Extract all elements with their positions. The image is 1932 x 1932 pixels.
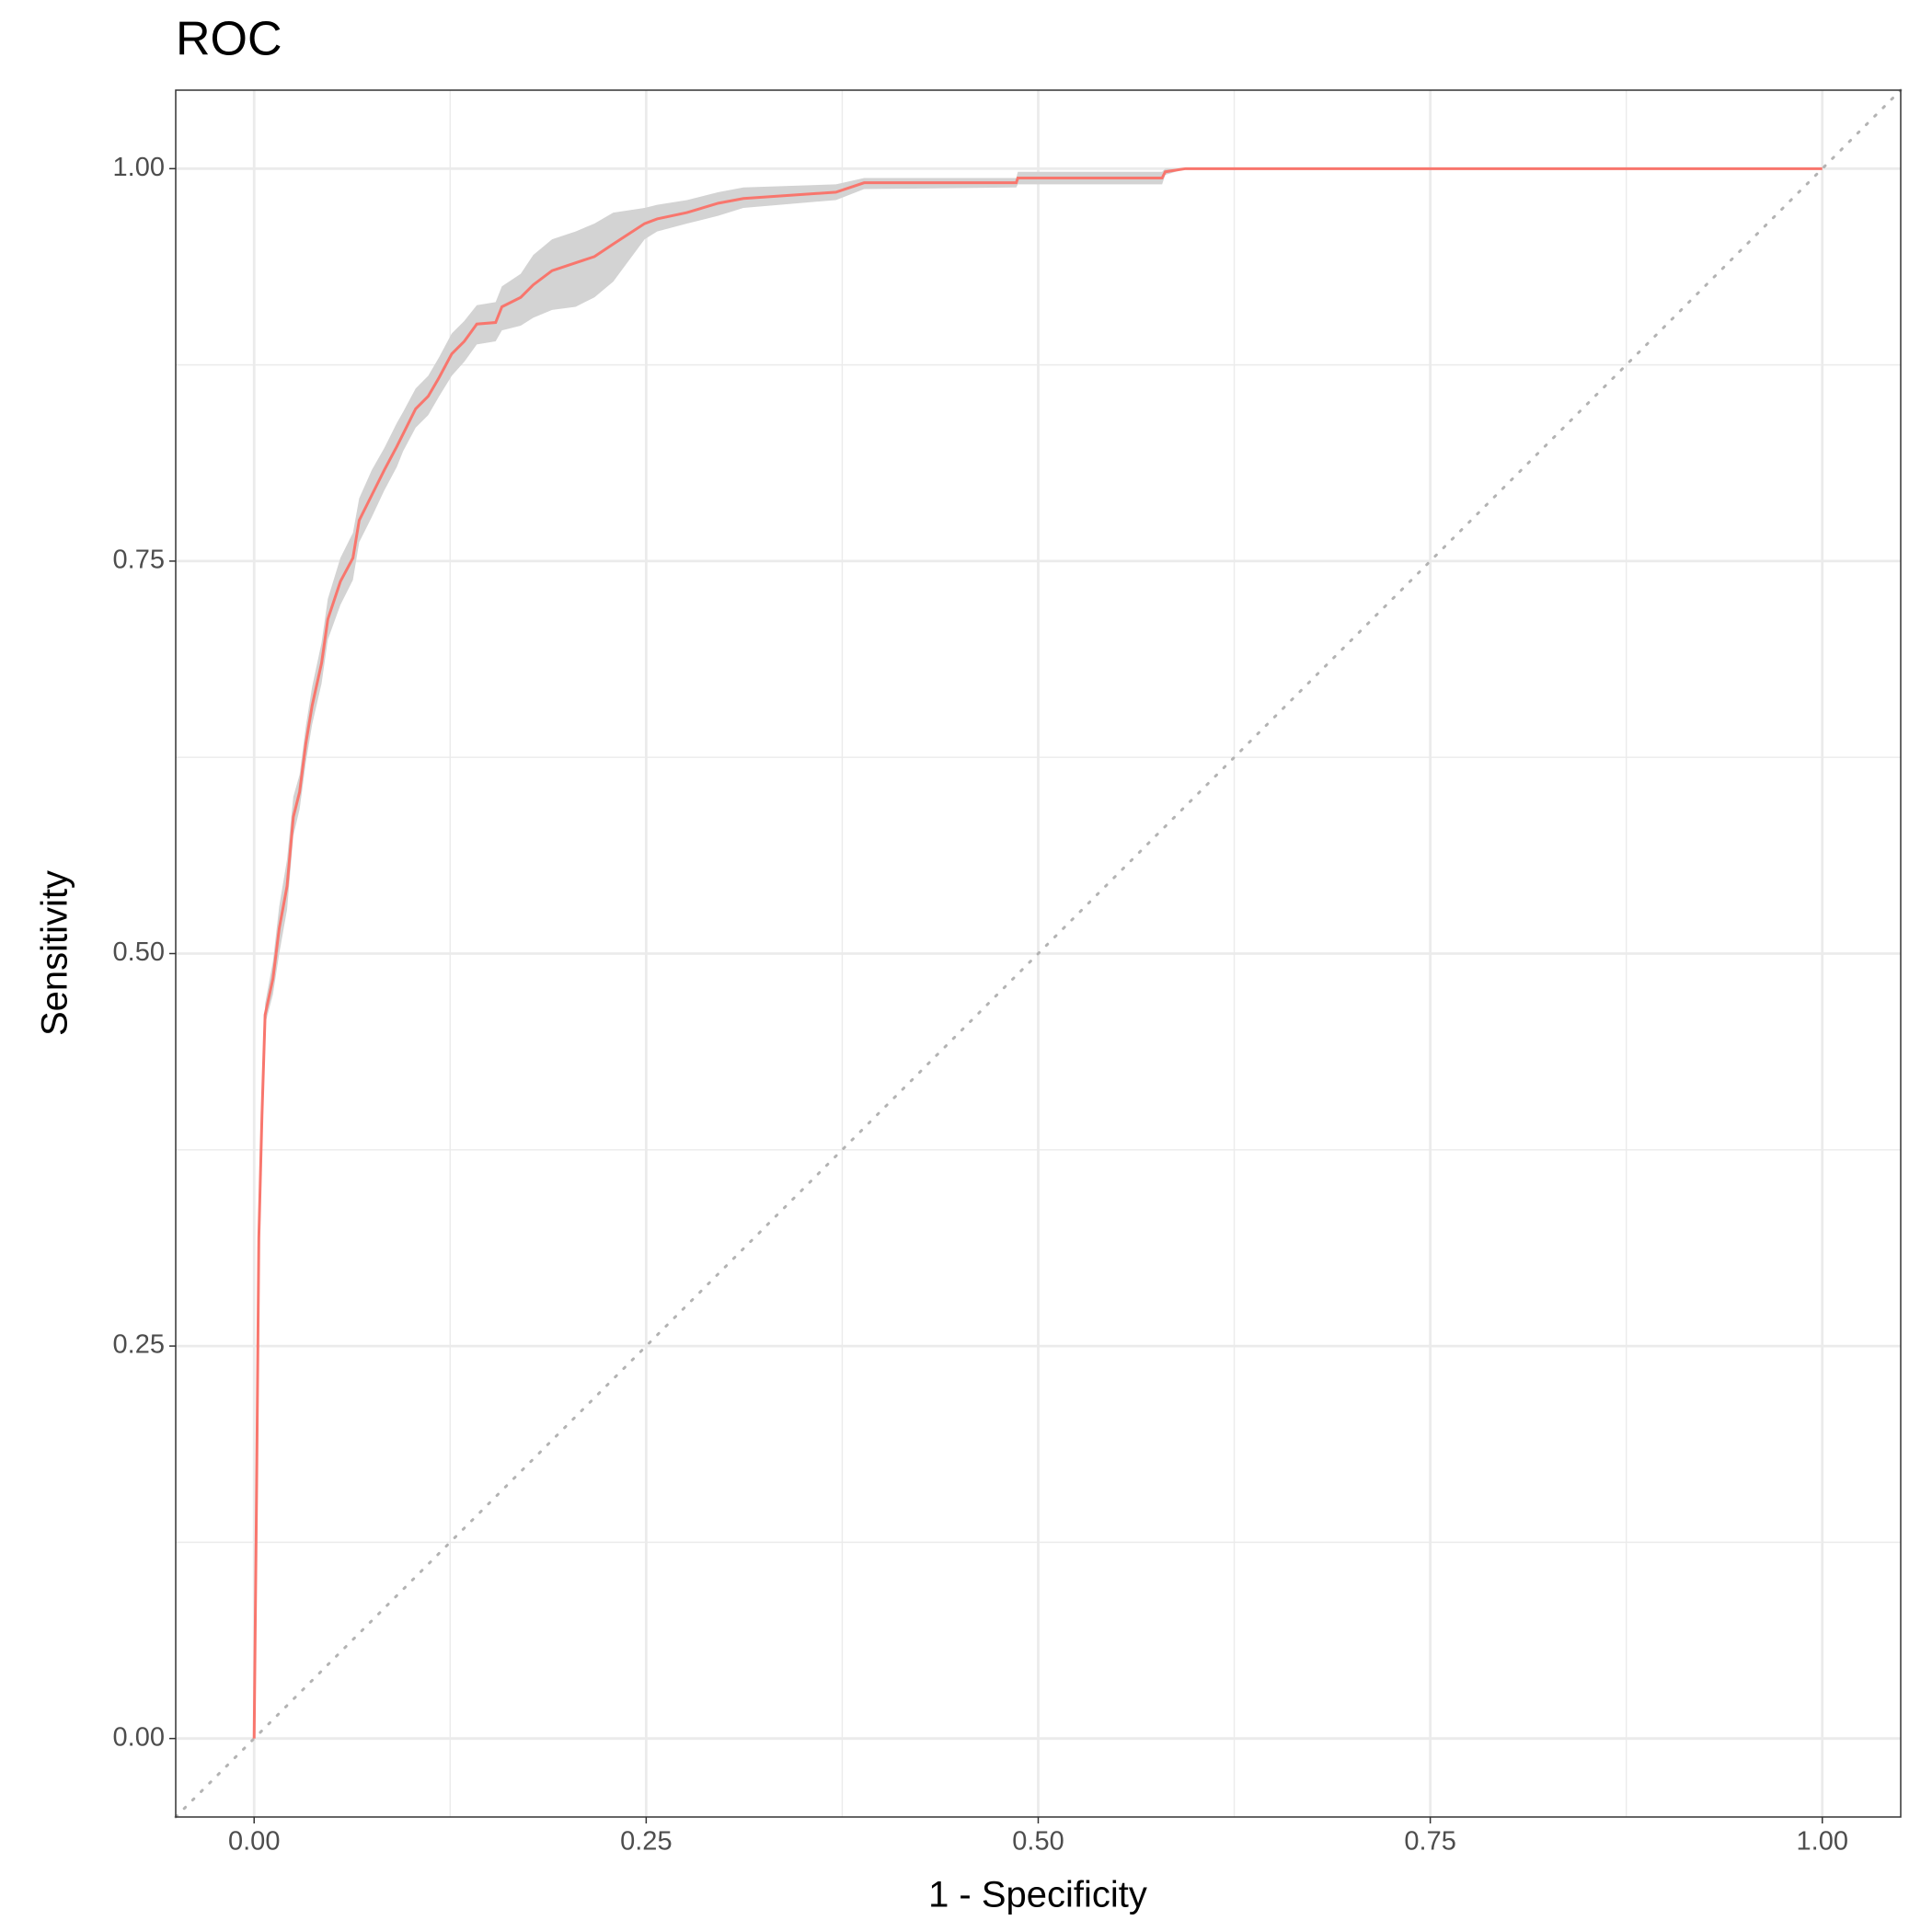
x-tick-label: 0.00 — [228, 1827, 280, 1857]
roc-line — [252, 167, 1823, 1739]
x-tick-label: 1.00 — [1797, 1827, 1848, 1857]
reference-diagonal — [174, 88, 1903, 1819]
y-tick-label: 0.25 — [113, 1330, 165, 1360]
panel-border — [175, 89, 1902, 1818]
y-axis-title: Sensitivity — [35, 870, 75, 1036]
y-tick-label: 0.00 — [113, 1722, 165, 1752]
y-tick-label: 0.50 — [113, 937, 165, 967]
x-axis-title: 1 - Specificity — [928, 1875, 1147, 1915]
chart-title: ROC — [176, 13, 282, 66]
y-tick-label: 1.00 — [113, 153, 165, 182]
x-tick-label: 0.50 — [1012, 1827, 1064, 1857]
x-tick-label: 0.75 — [1404, 1827, 1455, 1857]
x-tick-label: 0.25 — [620, 1827, 672, 1857]
y-tick-label: 0.75 — [113, 546, 165, 575]
